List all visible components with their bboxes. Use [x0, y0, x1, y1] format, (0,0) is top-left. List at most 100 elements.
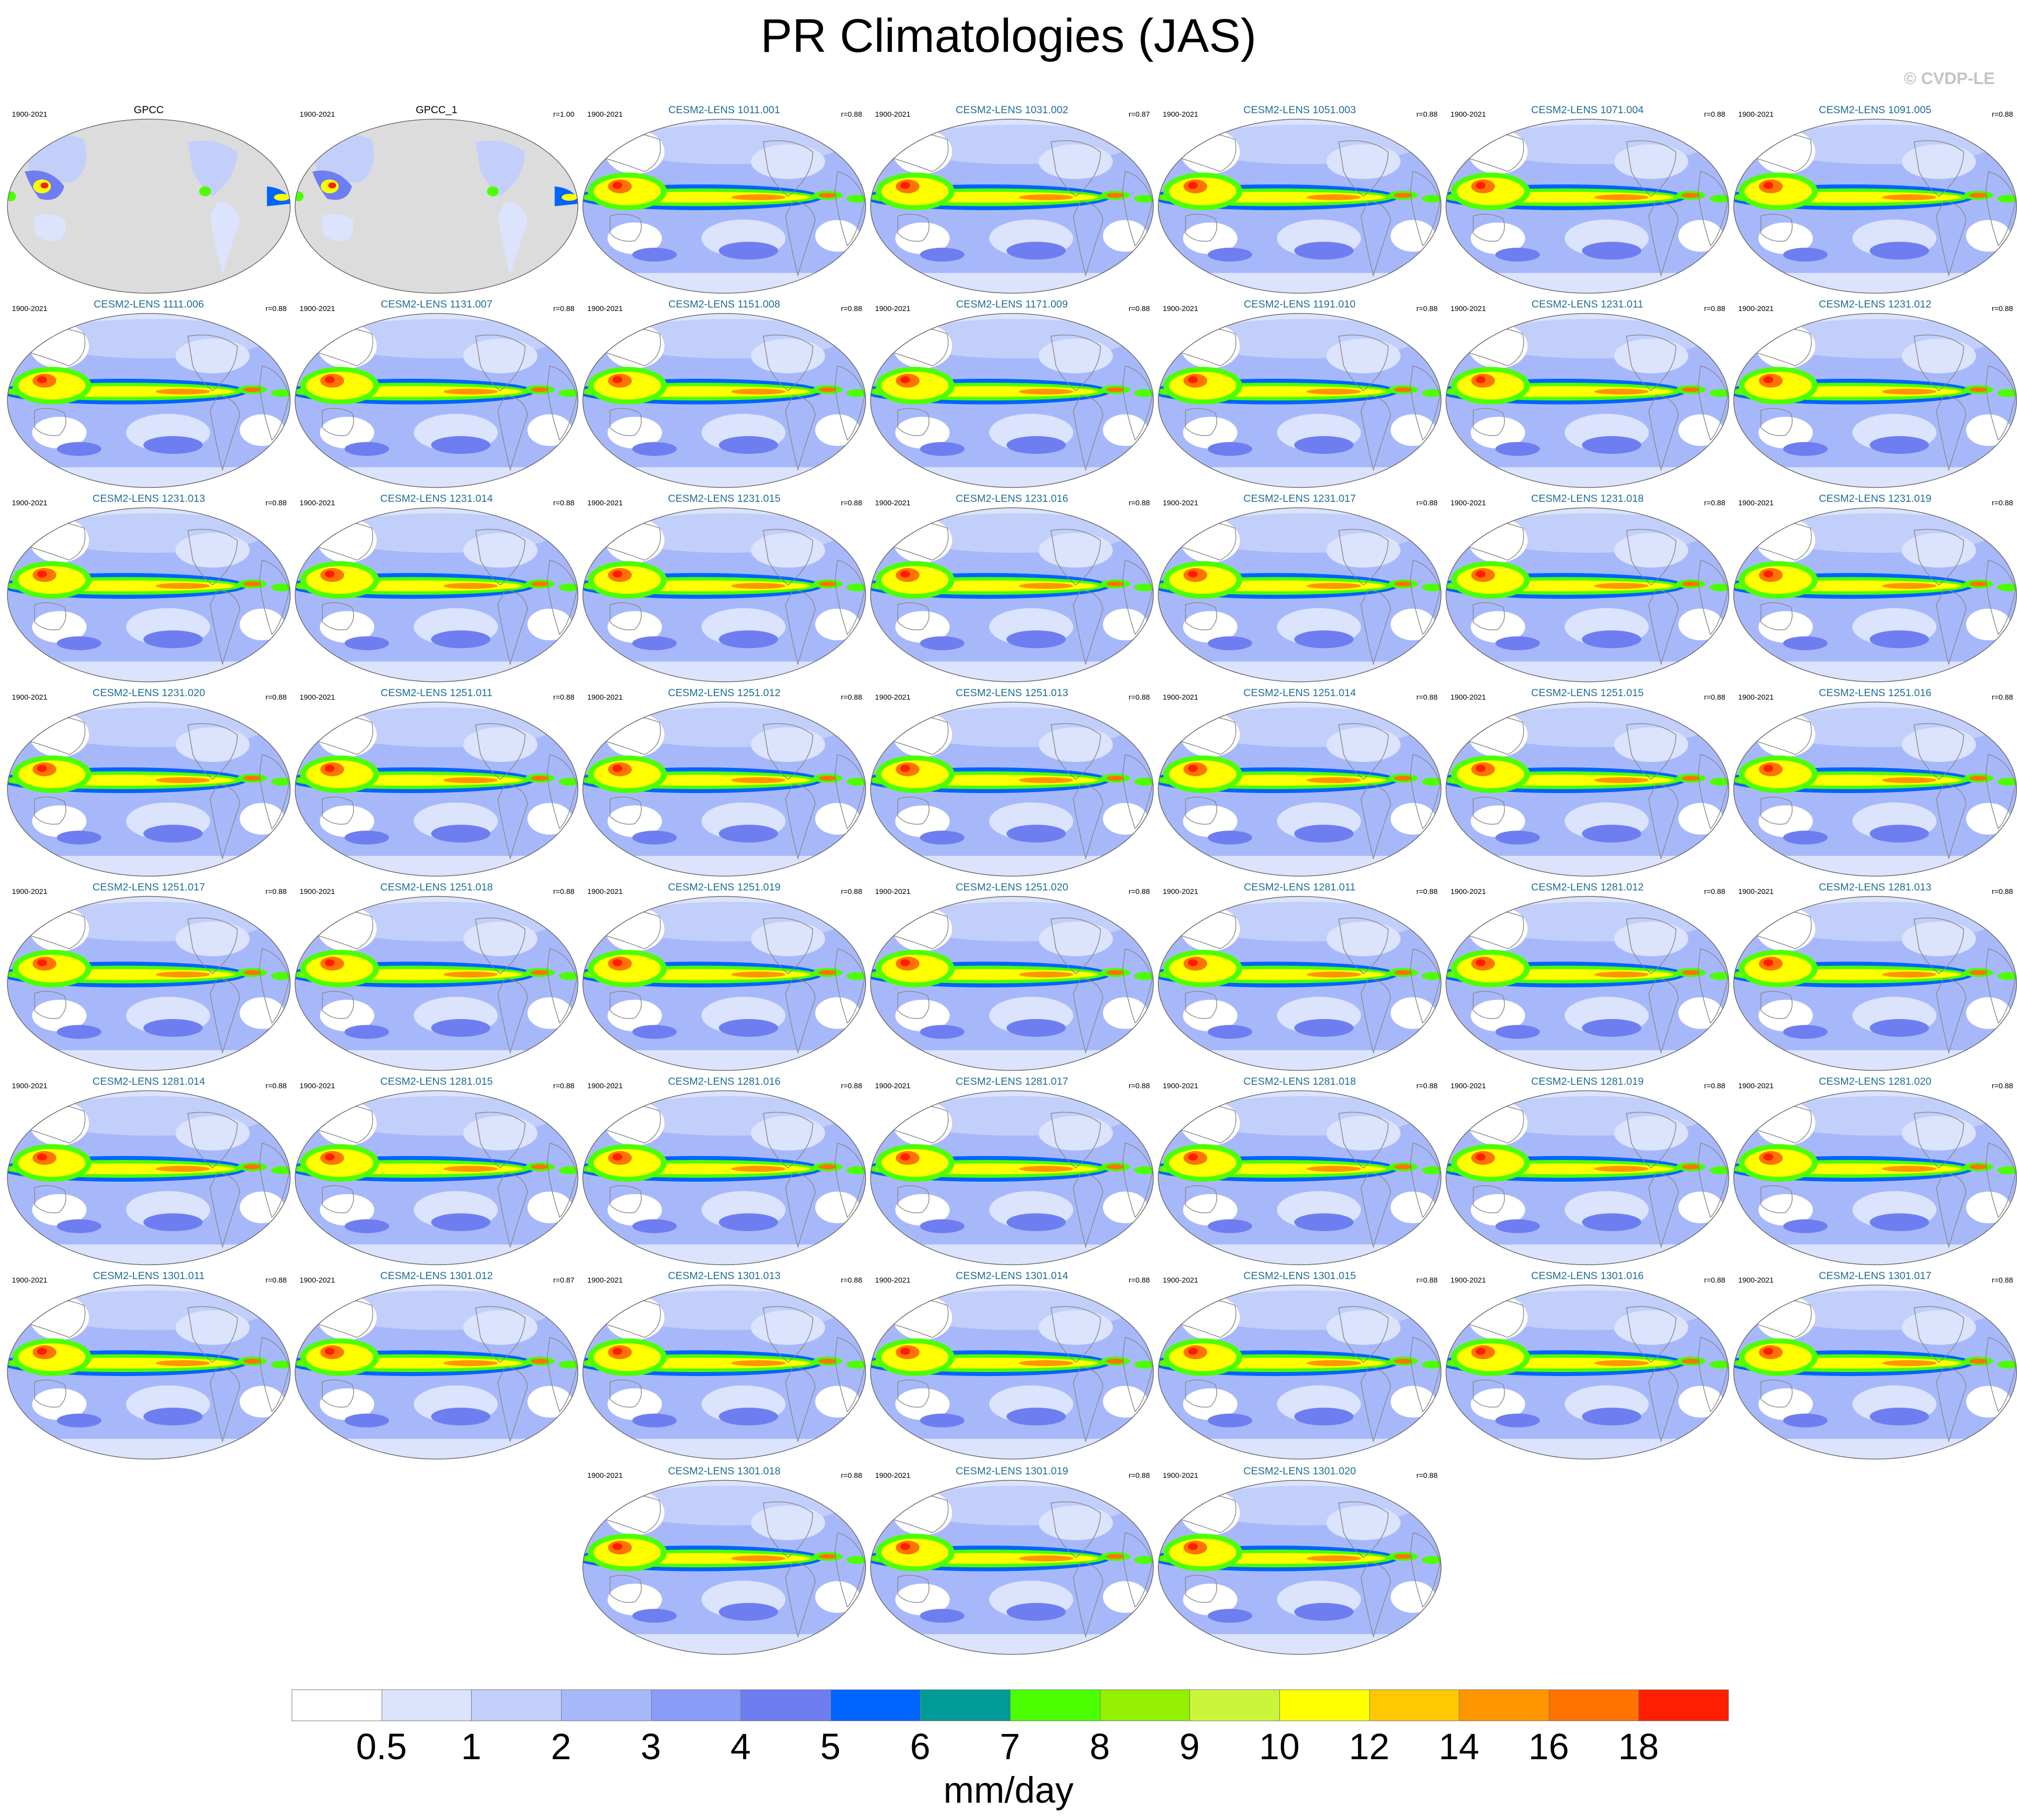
panel-title: CESM2-LENS 1231.019 — [1819, 493, 1931, 504]
panel-title: CESM2-LENS 1301.020 — [1243, 1465, 1356, 1477]
panel-title: CESM2-LENS 1251.012 — [668, 687, 781, 699]
colorbar-tick-label: 18 — [1618, 1726, 1659, 1767]
panel-title: CESM2-LENS 1151.008 — [668, 299, 781, 310]
map-panel: 1900-2021 CESM2-LENS 1031.002 r=0.87 — [868, 101, 1156, 295]
panel-title: CESM2-LENS 1231.013 — [92, 493, 205, 504]
map-panel: 1900-2021 GPCC_1 r=1.00 — [293, 101, 580, 295]
map-outline — [295, 1090, 578, 1265]
panel-title: CESM2-LENS 1231.015 — [668, 493, 781, 504]
map-panel: 1900-2021 CESM2-LENS 1251.013 r=0.88 — [868, 684, 1156, 878]
panel-title: GPCC — [133, 104, 164, 116]
panel-title: CESM2-LENS 1251.018 — [380, 882, 493, 893]
panel-title: CESM2-LENS 1051.003 — [1243, 104, 1356, 116]
map-panel: 1900-2021 CESM2-LENS 1251.011 r=0.88 — [293, 684, 580, 878]
colorbar-swatch — [651, 1689, 742, 1721]
map-panel: 1900-2021 CESM2-LENS 1301.017 r=0.88 — [1731, 1267, 2017, 1461]
panel-title: CESM2-LENS 1301.016 — [1531, 1270, 1644, 1282]
panel-title: CESM2-LENS 1231.017 — [1243, 493, 1356, 504]
panel-correlation: r=0.88 — [1704, 1276, 1725, 1285]
panel-correlation: r=0.88 — [1704, 499, 1725, 507]
panel-correlation: r=0.88 — [553, 305, 574, 313]
panel-period: 1900-2021 — [12, 1276, 47, 1285]
panel-correlation: r=0.88 — [1992, 888, 2013, 896]
precip-map — [295, 1090, 578, 1265]
panel-correlation: r=0.88 — [265, 1082, 287, 1090]
panel-period: 1900-2021 — [300, 693, 335, 702]
panel-title: CESM2-LENS 1171.009 — [956, 299, 1068, 310]
panel-title: CESM2-LENS 1231.016 — [956, 493, 1068, 504]
map-outline — [7, 702, 291, 877]
precip-map — [1158, 1480, 1442, 1655]
panel-title: CESM2-LENS 1281.011 — [1243, 882, 1356, 893]
colorbar-tick-label: 9 — [1179, 1726, 1200, 1767]
map-outline — [1158, 313, 1442, 488]
precip-map — [1158, 1285, 1442, 1460]
colorbar-tick-label: 8 — [1090, 1726, 1110, 1767]
panel-correlation: r=0.88 — [1416, 499, 1438, 507]
panel-correlation: r=0.88 — [1129, 888, 1150, 896]
map-outline — [1733, 896, 2017, 1071]
panel-period: 1900-2021 — [1738, 888, 1774, 896]
precip-map — [1158, 313, 1442, 488]
panel-correlation: r=0.88 — [1129, 1276, 1150, 1285]
precip-map — [870, 1480, 1154, 1655]
map-panel: 1900-2021 CESM2-LENS 1191.010 r=0.88 — [1156, 296, 1444, 489]
panel-title: CESM2-LENS 1131.007 — [380, 299, 493, 310]
panel-correlation: r=0.88 — [1992, 1276, 2013, 1285]
map-outline — [295, 119, 578, 294]
panel-correlation: r=0.88 — [1129, 499, 1150, 507]
colorbar-swatch — [1638, 1689, 1729, 1721]
precip-map — [7, 507, 291, 682]
precip-map — [7, 119, 291, 294]
map-outline — [582, 507, 866, 682]
map-outline — [7, 1090, 291, 1265]
panel-period: 1900-2021 — [875, 499, 911, 507]
panel-correlation: r=0.88 — [841, 1471, 862, 1480]
map-outline — [582, 1285, 866, 1460]
panel-title: CESM2-LENS 1231.018 — [1531, 493, 1644, 504]
map-panel: 1900-2021 CESM2-LENS 1251.015 r=0.88 — [1444, 684, 1731, 878]
panel-period: 1900-2021 — [1738, 305, 1774, 313]
panel-period: 1900-2021 — [1738, 693, 1774, 702]
map-outline — [582, 1090, 866, 1265]
map-outline — [582, 313, 866, 488]
panel-title: CESM2-LENS 1191.010 — [1243, 299, 1356, 310]
precip-map — [870, 119, 1154, 294]
map-panel: 1900-2021 CESM2-LENS 1251.014 r=0.88 — [1156, 684, 1444, 878]
map-panel: 1900-2021 CESM2-LENS 1281.016 r=0.88 — [580, 1073, 868, 1267]
panel-title: CESM2-LENS 1251.013 — [956, 687, 1068, 699]
colorbar-tick-label: 16 — [1528, 1726, 1569, 1767]
colorbar-tick-label: 0.5 — [356, 1726, 407, 1767]
panel-period: 1900-2021 — [875, 1082, 911, 1090]
panel-title: CESM2-LENS 1301.011 — [92, 1270, 205, 1282]
map-panel: 1900-2021 CESM2-LENS 1301.014 r=0.88 — [868, 1267, 1156, 1461]
map-outline — [7, 896, 291, 1071]
panel-period: 1900-2021 — [1450, 499, 1486, 507]
map-outline — [1446, 313, 1729, 488]
map-panel: 1900-2021 CESM2-LENS 1251.017 r=0.88 — [5, 879, 293, 1072]
precip-map — [582, 1285, 866, 1460]
colorbar-tick-label: 5 — [820, 1726, 841, 1767]
panel-correlation: r=0.88 — [1704, 888, 1725, 896]
precip-map — [582, 1480, 866, 1655]
map-panel: 1900-2021 CESM2-LENS 1281.014 r=0.88 — [5, 1073, 293, 1267]
map-panel: 1900-2021 CESM2-LENS 1281.011 r=0.88 — [1156, 879, 1444, 1072]
panel-period: 1900-2021 — [1163, 1471, 1198, 1480]
colorbar-swatch — [741, 1689, 831, 1721]
panel-correlation: r=0.88 — [841, 1276, 862, 1285]
map-outline — [1446, 507, 1729, 682]
colorbar-tick-label: 3 — [640, 1726, 661, 1767]
precip-map — [1158, 1090, 1442, 1265]
precip-map — [295, 313, 578, 488]
map-outline — [870, 1090, 1154, 1265]
colorbar-swatch — [381, 1689, 472, 1721]
panel-period: 1900-2021 — [1450, 888, 1486, 896]
precip-map — [870, 507, 1154, 682]
colorbar-tick-label: 12 — [1349, 1726, 1390, 1767]
panel-correlation: r=0.87 — [553, 1276, 574, 1285]
map-outline — [870, 313, 1154, 488]
precip-map — [870, 896, 1154, 1071]
precip-map — [1446, 896, 1729, 1071]
panel-title: CESM2-LENS 1011.001 — [668, 104, 781, 116]
precip-map — [1446, 1285, 1729, 1460]
